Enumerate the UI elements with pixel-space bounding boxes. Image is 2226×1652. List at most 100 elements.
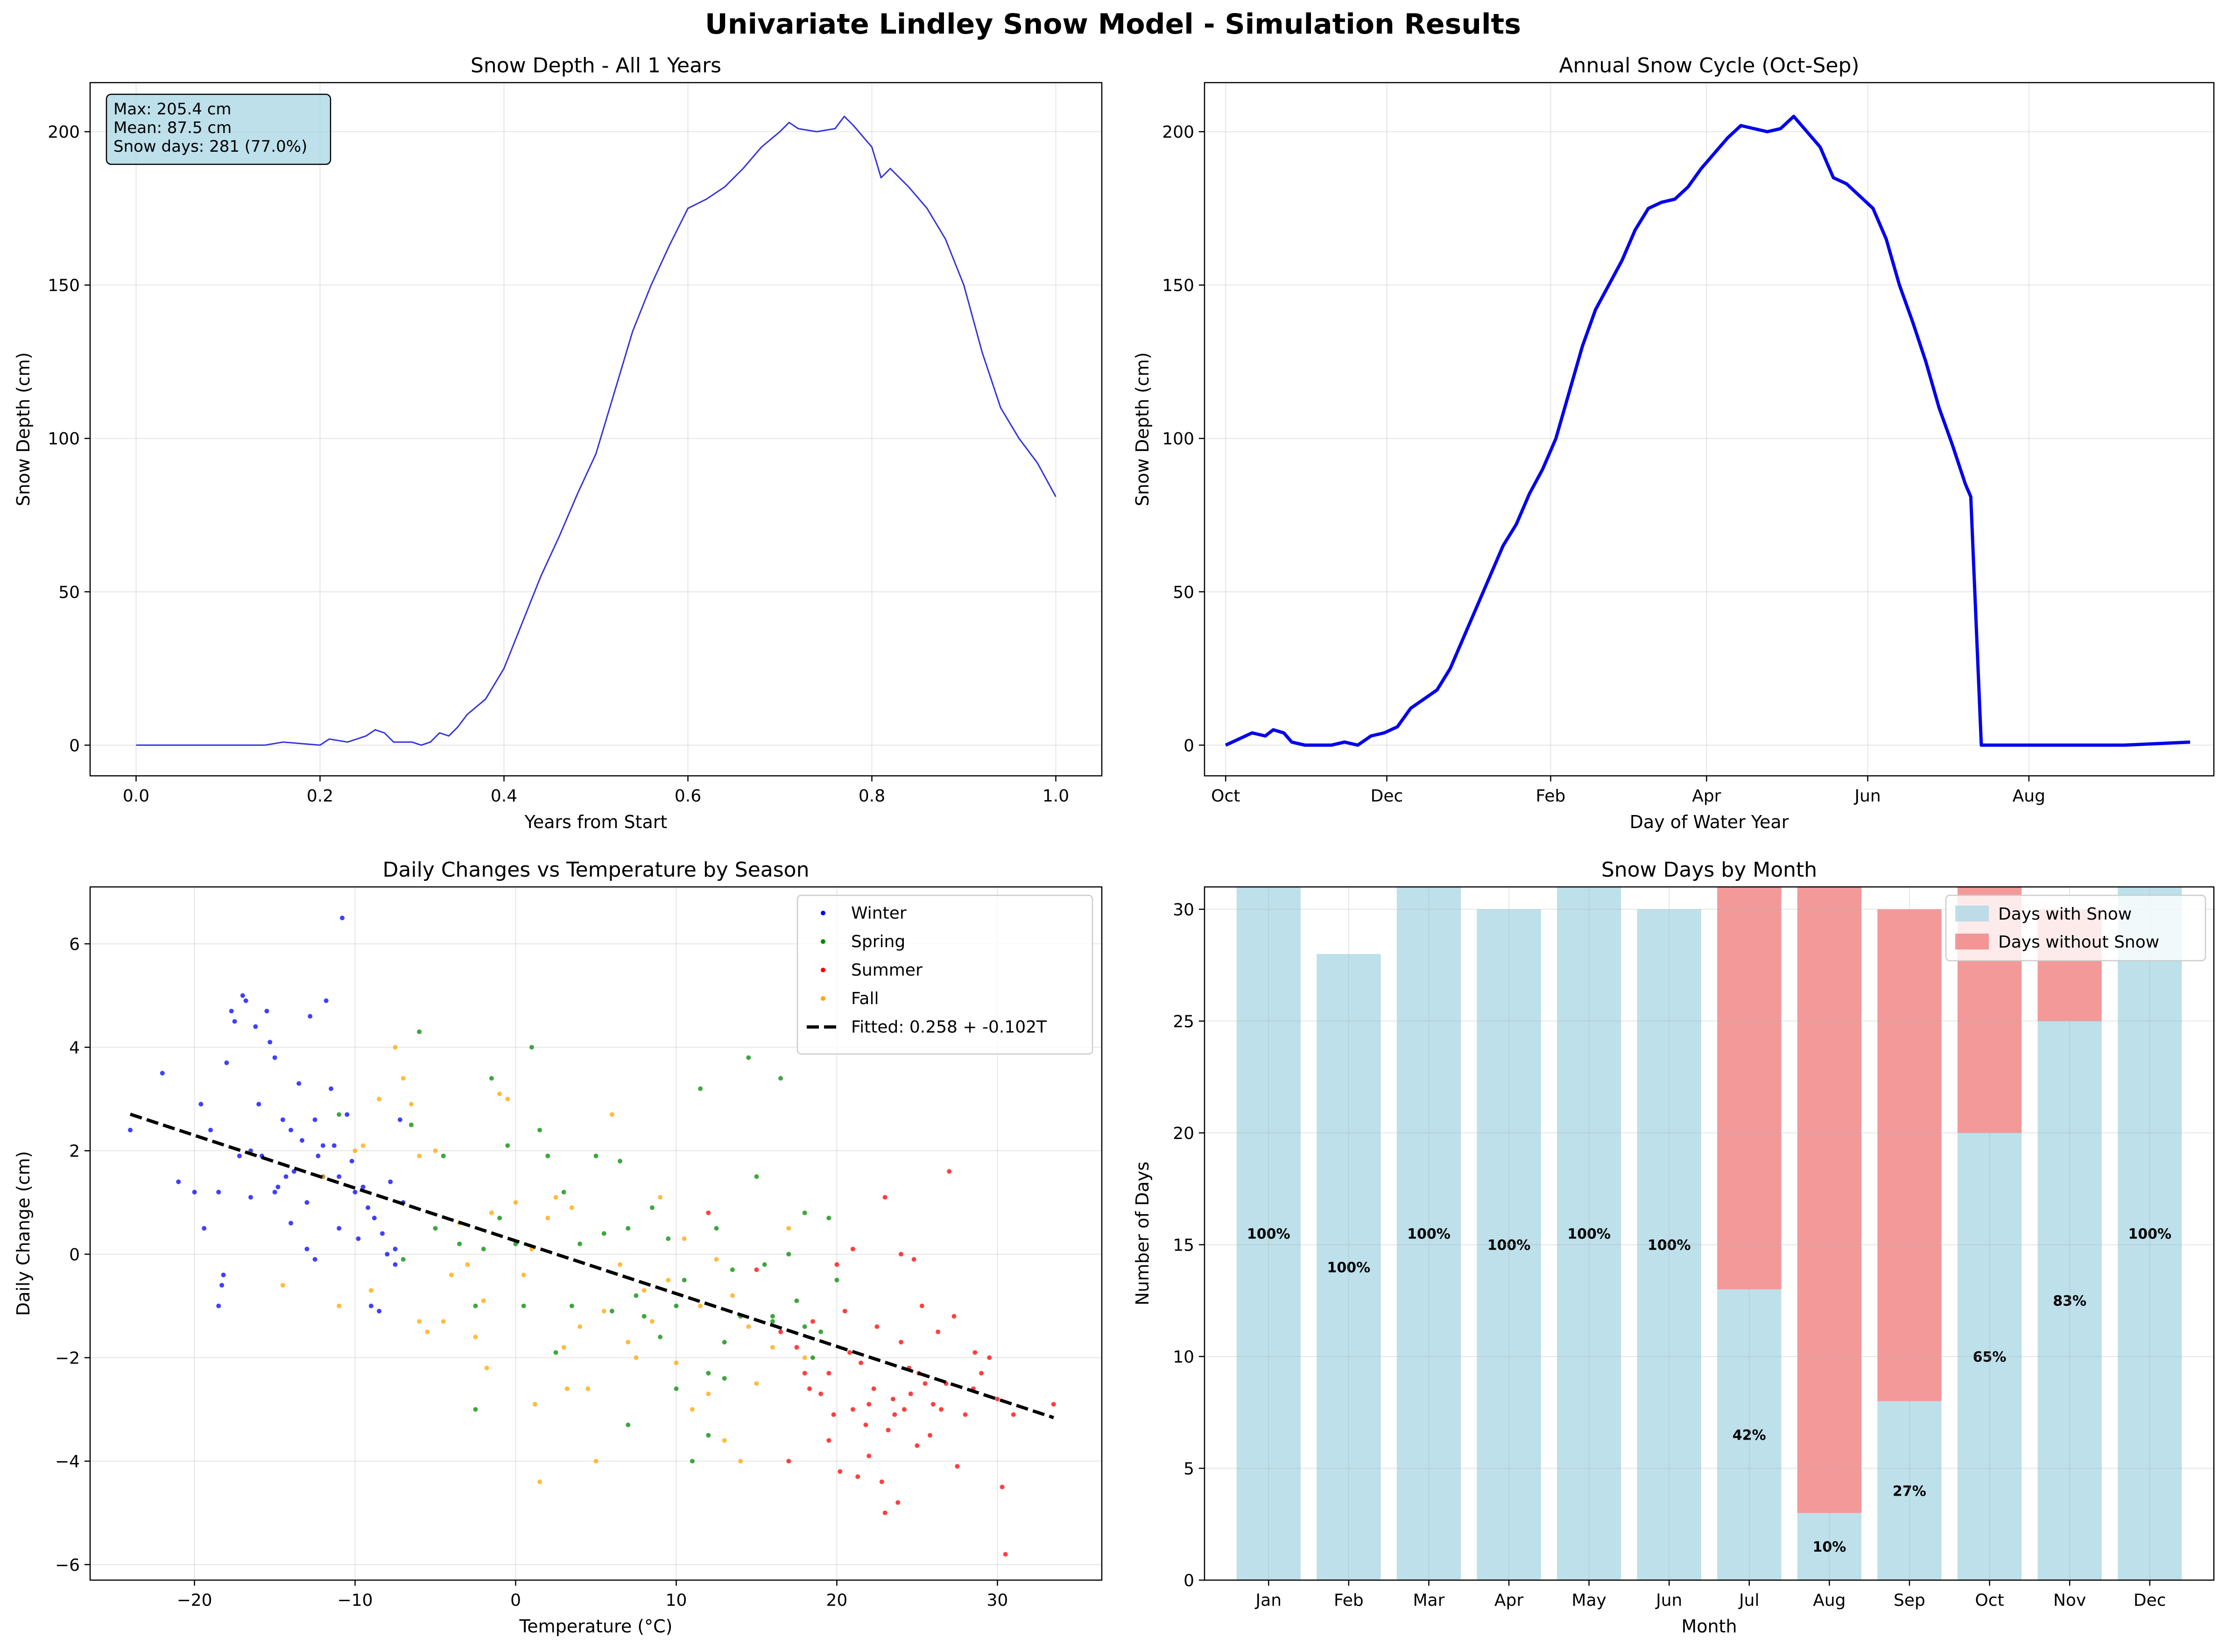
scatter-point [296,1081,302,1086]
scatter-point [786,1459,791,1464]
scatter-point [312,1117,317,1122]
scatter-point [300,1138,304,1143]
x-tick-label: 1.0 [1043,787,1069,806]
scatter-point [626,1422,631,1427]
series-fall [280,1045,807,1484]
scatter-point [915,1443,920,1448]
scatter-point [176,1179,181,1184]
plot-frame [89,886,1103,1581]
scatter-point [618,1262,623,1267]
scatter-point [473,1407,478,1412]
y-tick-label: 20 [1173,1124,1194,1143]
scatter-point [831,1412,836,1417]
scatter-point [393,1045,398,1050]
snow-depth-line [136,115,1057,746]
scatter-point [372,1216,377,1221]
bar-with-snow [1396,887,1461,1580]
scatter-point [433,1148,438,1153]
scatter-point [337,1112,342,1117]
stats-line: Mean: 87.5 cm [113,119,232,137]
x-tick-label: Jul [1738,1591,1759,1610]
scatter-point [892,1412,897,1417]
scatter-point [802,1210,807,1216]
bar-with-snow [2037,1021,2102,1580]
scatter-point [417,1153,422,1159]
legend-swatch [1955,934,1989,949]
scatter-point [232,1019,237,1024]
scatter-point [834,1278,839,1283]
bar-with-snow [2118,887,2182,1580]
scatter-point [393,1262,398,1267]
scatter-point [331,1143,337,1148]
legend-frame [796,894,1093,1055]
x-tick-label: 0.6 [675,787,701,806]
percent-label: 100% [1487,1237,1531,1253]
legend-label: Days with Snow [1998,905,2132,924]
x-tick-label: −20 [177,1591,212,1610]
scatter-point [882,1195,888,1200]
scatter-point [291,1169,296,1174]
scatter-point [237,1153,242,1159]
bar-with-snow [1236,887,1301,1580]
scatter-point [609,1308,614,1314]
y-tick-label: 50 [58,583,80,602]
x-tick-label: 0.2 [307,787,333,806]
scatter-point [243,998,248,1003]
scatter-point [1003,1552,1008,1557]
scatter-point [248,1195,253,1200]
scatter-point [337,1174,342,1179]
bar-with-snow [1957,1132,2022,1580]
scatter-point [401,1257,406,1262]
scatter-point [666,1236,671,1241]
scatter-point [730,1267,735,1272]
y-tick-label: 0 [69,736,80,755]
scatter-point [810,1319,815,1324]
percent-label: 10% [1812,1539,1846,1555]
scatter-point [658,1335,663,1340]
scatter-point [794,1298,799,1303]
scatter-point [738,1459,743,1464]
scatter-point [1011,1412,1016,1417]
scatter-point [561,1189,566,1195]
scatter-point [489,1210,494,1216]
y-tick-label: 10 [1173,1348,1194,1367]
scatter-point [786,1226,791,1231]
scatter-point [329,1086,333,1091]
y-tick-label: 100 [48,429,80,449]
y-tick-label: 25 [1173,1012,1194,1031]
panel-title: Snow Depth - All 1 Years [471,54,721,77]
scatter-point [923,1381,928,1386]
legend-label: Days without Snow [1998,933,2159,952]
scatter-point [377,1097,382,1102]
scatter-point [553,1350,558,1355]
scatter-point [634,1355,639,1360]
percent-label: 42% [1733,1427,1766,1444]
bar-with-snow [1557,887,1621,1580]
scatter-point [936,1329,941,1335]
scatter-point [253,1024,258,1029]
scatter-point [874,1324,880,1329]
scatter-point [947,1169,952,1174]
scatter-point [380,1231,385,1236]
scatter-point [866,1454,872,1458]
x-axis-label: Years from Start [524,812,668,832]
scatter-point [762,1262,767,1267]
scatter-point [601,1231,606,1236]
x-tick-label: 30 [987,1591,1008,1610]
scatter-point [537,1479,542,1484]
scatter-point [401,1076,406,1081]
x-tick-label: May [1571,1591,1606,1610]
scatter-point [698,1303,703,1308]
bar-without-snow [1877,909,1942,1401]
y-tick-label: 2 [69,1142,80,1161]
scatter-point [722,1340,727,1345]
bar-with-snow [1477,909,1541,1580]
scatter-point [593,1459,599,1464]
scatter-point [537,1127,542,1132]
scatter-point [529,1045,534,1050]
snow-depth-line [1225,114,2191,747]
scatter-point [706,1392,711,1396]
scatter-point [219,1283,225,1288]
x-tick-label: Mar [1413,1591,1444,1610]
series-winter [128,915,406,1314]
